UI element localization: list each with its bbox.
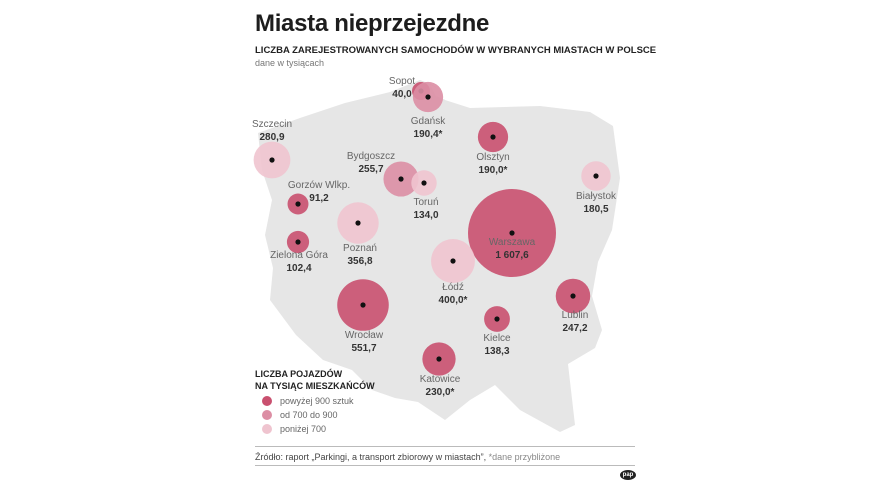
city-value-zielona-góra: 102,4	[286, 263, 311, 274]
unit-note: dane w tysiącach	[255, 58, 325, 68]
city-dot-katowice	[436, 356, 442, 362]
city-name-szczecin: Szczecin	[252, 119, 292, 130]
city-name-kielce: Kielce	[483, 333, 511, 344]
city-dot-wrocław	[360, 302, 366, 308]
city-name-lublin: Lublin	[562, 310, 589, 321]
source-note: *dane przybliżone	[488, 452, 561, 462]
city-name-warszawa: Warszawa	[489, 237, 536, 248]
legend-item-low: poniżej 700	[262, 424, 326, 434]
city-value-katowice: 230,0*	[426, 387, 455, 398]
city-dot-lublin	[570, 293, 576, 299]
city-name-zielona-góra: Zielona Góra	[270, 250, 328, 261]
source-divider-top	[255, 446, 635, 447]
city-name-gdańsk: Gdańsk	[411, 116, 446, 127]
city-value-łódź: 400,0*	[439, 295, 468, 306]
city-name-gorzów-wlkp-: Gorzów Wlkp.	[288, 180, 350, 191]
legend-dot-high	[262, 396, 272, 406]
city-value-warszawa: 1 607,6	[495, 250, 529, 261]
city-name-bydgoszcz: Bydgoszcz	[347, 151, 395, 162]
city-value-gdańsk: 190,4*	[414, 129, 443, 140]
legend-dot-low	[262, 424, 272, 434]
city-dot-łódź	[450, 258, 456, 264]
legend-dot-mid	[262, 410, 272, 420]
city-dot-olsztyn	[490, 134, 496, 140]
city-value-kielce: 138,3	[484, 346, 509, 357]
pap-logo: pap	[620, 470, 636, 480]
source-divider-bottom	[255, 465, 635, 466]
city-dot-poznań	[355, 220, 361, 226]
city-dot-zielona-góra	[295, 239, 301, 245]
city-dot-kielce	[494, 316, 500, 322]
source-text: Źródło: raport „Parkingi, a transport zb…	[255, 452, 487, 462]
city-value-bydgoszcz: 255,7	[358, 164, 383, 175]
legend-item-mid: od 700 do 900	[262, 410, 338, 420]
city-dot-warszawa	[509, 230, 515, 236]
city-value-poznań: 356,8	[347, 256, 372, 267]
legend-label-low: poniżej 700	[280, 424, 327, 434]
city-name-poznań: Poznań	[343, 243, 377, 254]
city-name-białystok: Białystok	[576, 191, 617, 202]
city-dot-toruń	[421, 180, 427, 186]
city-dot-gdańsk	[425, 94, 431, 100]
city-value-lublin: 247,2	[562, 323, 587, 334]
city-value-sopot: 40,0	[392, 89, 412, 100]
legend-label-high: powyżej 900 sztuk	[280, 396, 354, 406]
city-value-toruń: 134,0	[413, 210, 438, 221]
map-title: Miasta nieprzejezdne	[255, 10, 490, 37]
map-subtitle: LICZBA ZAREJESTROWANYCH SAMOCHODÓW W WYB…	[255, 45, 657, 56]
city-dot-gorzów-wlkp-	[295, 201, 301, 207]
city-dot-szczecin	[269, 157, 275, 163]
legend-item-high: powyżej 900 sztuk	[262, 396, 354, 406]
city-value-białystok: 180,5	[583, 204, 608, 215]
city-name-wrocław: Wrocław	[345, 330, 384, 341]
city-name-toruń: Toruń	[413, 197, 438, 208]
city-dot-białystok	[593, 173, 599, 179]
source-line: Źródło: raport „Parkingi, a transport zb…	[255, 452, 560, 462]
city-value-olsztyn: 190,0*	[479, 165, 508, 176]
city-dot-bydgoszcz	[398, 176, 404, 182]
legend-label-mid: od 700 do 900	[280, 410, 338, 420]
city-layer: Sopot 40,0 Gdańsk 190,4* Szczecin 280,9 Olszty…	[252, 76, 617, 398]
city-value-szczecin: 280,9	[259, 132, 284, 143]
city-value-gorzów-wlkp-: 91,2	[309, 193, 329, 204]
city-name-sopot: Sopot	[389, 76, 415, 87]
legend-title: LICZBA POJAZDÓW NA TYSIĄC MIESZKAŃCÓW	[255, 368, 375, 392]
city-value-wrocław: 551,7	[351, 343, 376, 354]
city-name-katowice: Katowice	[420, 374, 461, 385]
city-name-olsztyn: Olsztyn	[476, 152, 509, 163]
legend-title-line1: LICZBA POJAZDÓW	[255, 369, 343, 379]
legend-title-line2: NA TYSIĄC MIESZKAŃCÓW	[255, 381, 375, 391]
city-name-łódź: Łódź	[442, 282, 464, 293]
